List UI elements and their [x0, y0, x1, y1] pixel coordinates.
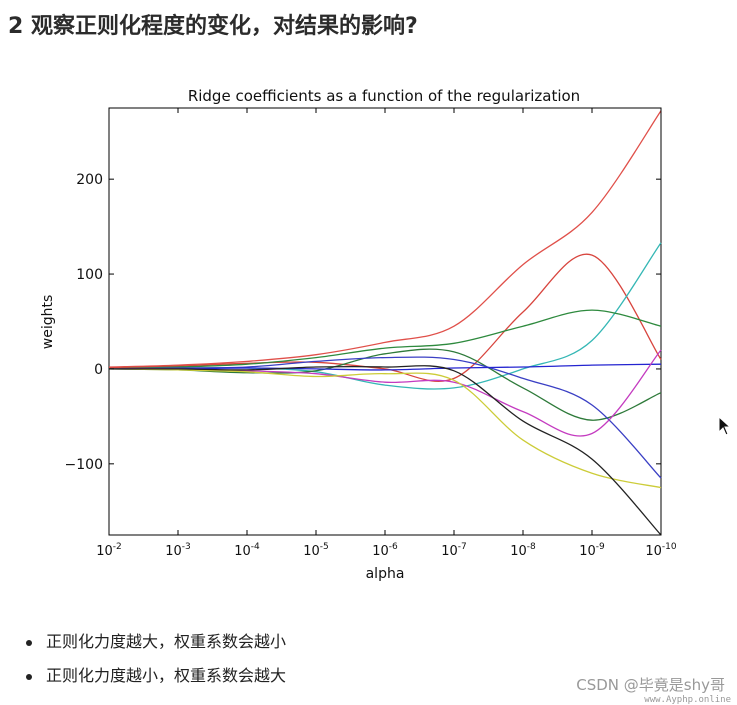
ridge-chart: Ridge coefficients as a function of the …: [40, 87, 677, 582]
x-tick-label: 10-10: [645, 542, 677, 559]
plot-area: [108, 107, 662, 536]
y-ticks: 200 100 0 −100: [65, 172, 661, 473]
site-watermark: www.Ayphp.online: [644, 695, 731, 705]
y-tick-label: 100: [76, 267, 103, 283]
chart-title: Ridge coefficients as a function of the …: [188, 87, 580, 105]
series-line-2: [108, 253, 662, 382]
x-ticks: 10-2 10-3 10-4 10-5 10-6 10-7 10-8 10-9 10-10: [96, 108, 677, 559]
series-line-6: [108, 356, 662, 479]
x-tick-label: 10-5: [303, 542, 329, 559]
x-tick-label: 10-3: [165, 542, 191, 559]
y-tick-label: 200: [76, 172, 103, 188]
y-tick-label: 0: [94, 362, 103, 378]
page-heading: 2 观察正则化程度的变化，对结果的影响?: [8, 14, 418, 39]
x-tick-label: 10-9: [579, 542, 605, 559]
series-line-4: [108, 309, 662, 370]
series-line-10: [108, 365, 662, 536]
y-tick-label: −100: [65, 457, 103, 473]
csdn-watermark: CSDN @毕竟是shy哥: [576, 676, 725, 694]
x-tick-label: 10-6: [372, 542, 398, 559]
x-axis-label: alpha: [366, 566, 405, 582]
mouse-cursor-icon: [718, 416, 732, 436]
series-layer: [108, 110, 662, 536]
bullet-item: 正则化力度越大，权重系数会越小: [22, 630, 286, 664]
bullet-item: 正则化力度越小，权重系数会越大: [22, 664, 286, 698]
series-line-1: [108, 110, 662, 368]
series-line-9: [108, 368, 662, 489]
x-tick-label: 10-2: [96, 542, 122, 559]
x-tick-label: 10-8: [510, 542, 536, 559]
x-tick-label: 10-4: [234, 542, 260, 559]
x-tick-label: 10-7: [441, 542, 467, 559]
y-axis-label: weights: [40, 295, 56, 350]
bullet-list: 正则化力度越大，权重系数会越小 正则化力度越小，权重系数会越大: [22, 630, 286, 698]
